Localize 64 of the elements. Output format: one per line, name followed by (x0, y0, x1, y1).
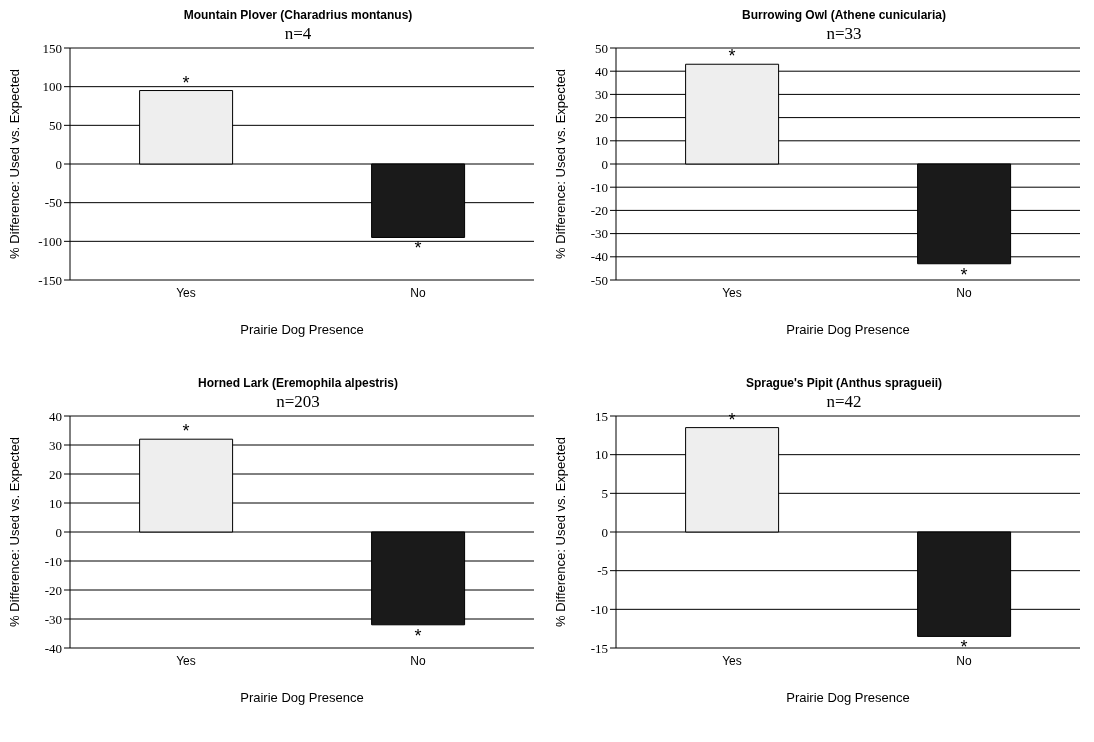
annotation: * (182, 72, 190, 93)
chart-title: Horned Lark (Eremophila alpestris) (196, 376, 400, 392)
y-tick-label: 10 (595, 133, 608, 149)
y-tick-label: 50 (49, 117, 62, 133)
annotation: * (414, 238, 422, 259)
y-tick-label: -40 (44, 640, 62, 656)
y-tick-label: 20 (595, 110, 608, 126)
y-tick-label: 10 (49, 495, 62, 511)
x-tick-label: Yes (176, 653, 196, 668)
y-axis-title: % Difference: Used vs. Expected (552, 437, 568, 627)
chart-subtitle: n=4 (283, 24, 313, 43)
y-tick-label: 20 (49, 466, 62, 482)
annotation: * (182, 421, 190, 442)
y-tick-label: 15 (595, 408, 608, 424)
x-axis-title: Prairie Dog Presence (240, 690, 364, 705)
y-tick-label: -40 (590, 249, 608, 265)
annotation: * (728, 409, 736, 430)
y-tick-label: 0 (601, 524, 608, 540)
chart-title: Mountain Plover (Charadrius montanus) (182, 8, 414, 24)
y-tick-label: 5 (601, 485, 608, 501)
x-axis-title: Prairie Dog Presence (786, 322, 910, 337)
y-tick-label: -10 (44, 553, 62, 569)
y-tick-label: -15 (590, 640, 608, 656)
y-tick-label: 10 (595, 447, 608, 463)
y-tick-label: -5 (597, 563, 608, 579)
y-tick-label: 40 (595, 63, 608, 79)
y-tick-label: 50 (595, 40, 608, 56)
chart-subtitle: n=203 (275, 392, 321, 411)
x-axis-title: Prairie Dog Presence (240, 322, 364, 337)
chart-title: Burrowing Owl (Athene cunicularia) (741, 8, 947, 24)
x-axis-title: Prairie Dog Presence (786, 690, 910, 705)
y-tick-label: 30 (595, 87, 608, 103)
y-tick-label: -150 (38, 272, 62, 288)
x-tick-label: Yes (722, 653, 742, 668)
y-tick-label: 30 (49, 437, 62, 453)
y-tick-label: 100 (42, 79, 62, 95)
y-axis-title: % Difference: Used vs. Expected (6, 437, 22, 627)
y-tick-label: -10 (590, 179, 608, 195)
y-tick-label: 0 (55, 156, 62, 172)
chart-subtitle: n=42 (825, 392, 863, 411)
y-tick-label: -30 (44, 611, 62, 627)
y-tick-label: 0 (601, 156, 608, 172)
y-tick-label: -20 (590, 203, 608, 219)
y-tick-label: -50 (44, 195, 62, 211)
y-axis-title: % Difference: Used vs. Expected (552, 69, 568, 259)
y-tick-label: 40 (49, 408, 62, 424)
x-tick-label: Yes (176, 285, 196, 300)
x-tick-label: No (410, 653, 426, 668)
y-tick-label: -100 (38, 233, 62, 249)
annotation: * (960, 264, 968, 285)
y-tick-label: 0 (55, 524, 62, 540)
annotation: * (414, 625, 422, 646)
chart-subtitle: n=33 (825, 24, 863, 43)
chart-title: Sprague's Pipit (Anthus spragueii) (744, 376, 944, 392)
x-tick-label: No (410, 285, 426, 300)
y-tick-label: 150 (42, 40, 62, 56)
y-tick-label: -50 (590, 272, 608, 288)
x-tick-label: Yes (722, 285, 742, 300)
x-tick-label: No (956, 285, 972, 300)
y-axis-title: % Difference: Used vs. Expected (6, 69, 22, 259)
y-tick-label: -20 (44, 582, 62, 598)
y-tick-label: -30 (590, 226, 608, 242)
annotation: * (728, 46, 736, 67)
y-tick-label: -10 (590, 601, 608, 617)
